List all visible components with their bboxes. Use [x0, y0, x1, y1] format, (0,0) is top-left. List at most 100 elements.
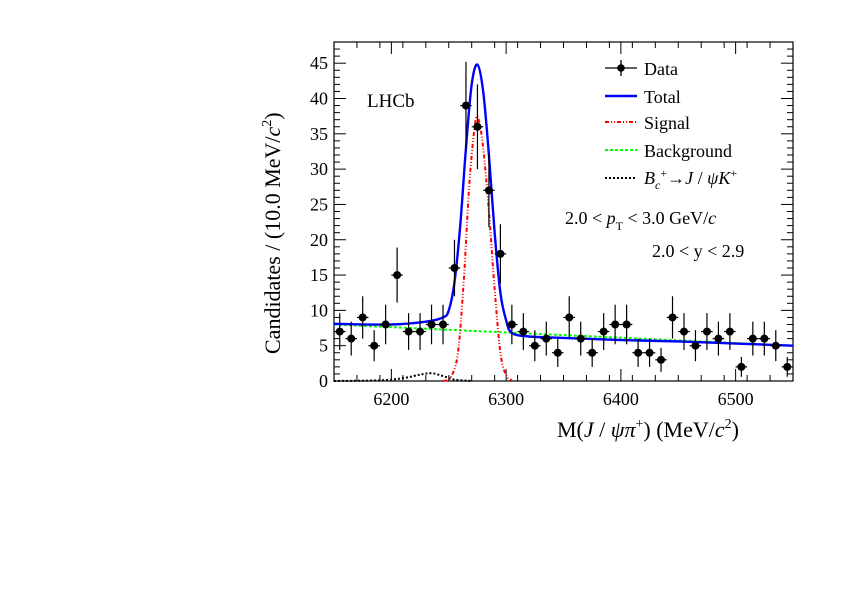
- y-tick-label: 0: [319, 371, 328, 391]
- pt-p: p: [605, 208, 616, 228]
- legend-total-label: Total: [644, 87, 681, 107]
- y-tick-label: 40: [310, 89, 328, 109]
- data-point: [655, 347, 667, 372]
- xlabel-prefix: M(: [557, 417, 584, 442]
- legend-data-label: Data: [644, 59, 678, 79]
- data-point: [345, 321, 357, 356]
- data-point: [666, 296, 679, 339]
- data-marker: [519, 327, 528, 336]
- pt-c: c: [708, 208, 716, 228]
- experiment-label: LHCb: [367, 91, 415, 112]
- data-point: [517, 313, 530, 350]
- data-marker: [714, 334, 723, 343]
- x-tick-label: 6300: [488, 389, 524, 409]
- legend-bck-k: K: [717, 168, 731, 188]
- data-point: [597, 313, 610, 350]
- data-marker: [416, 327, 425, 336]
- data-marker: [507, 320, 516, 329]
- data-marker: [484, 186, 493, 195]
- legend-bck-j: J: [685, 168, 694, 188]
- legend-data-marker: [617, 64, 625, 72]
- data-marker: [530, 341, 539, 350]
- legend-signal-label: Signal: [644, 113, 690, 133]
- legend-bck-c: c: [655, 178, 661, 192]
- data-marker: [599, 327, 608, 336]
- data-point: [506, 304, 518, 345]
- x-tick-label: 6500: [718, 389, 754, 409]
- pt-range-annotation: 2.0 < pT < 3.0 GeV/c: [565, 208, 716, 233]
- legend-entry-signal: Signal: [605, 113, 690, 133]
- data-point: [460, 61, 472, 150]
- data-marker: [702, 327, 711, 336]
- x-axis-title: M(J / ψπ+) (MeV/c2): [557, 417, 739, 442]
- y-tick-label: 5: [319, 336, 328, 356]
- xlabel-j: J: [584, 417, 595, 442]
- data-marker: [393, 271, 402, 280]
- ylabel-close: ): [260, 112, 285, 119]
- data-point: [391, 247, 403, 303]
- legend-entry-background: Background: [605, 141, 732, 161]
- y-tick-label: 35: [310, 124, 328, 144]
- xlabel-close: ): [732, 417, 739, 442]
- data-marker: [542, 334, 551, 343]
- pt-hi: < 3.0 GeV/: [623, 208, 708, 228]
- xlabel-pi: π: [624, 417, 636, 442]
- data-marker: [760, 334, 769, 343]
- data-point: [735, 356, 748, 377]
- data-point: [781, 356, 793, 377]
- data-point: [758, 321, 771, 356]
- data-point: [437, 304, 449, 345]
- data-marker: [450, 264, 459, 272]
- data-point: [643, 338, 656, 367]
- data-point: [609, 304, 621, 345]
- data-point: [494, 224, 507, 284]
- data-marker: [634, 348, 643, 357]
- data-marker: [611, 320, 620, 329]
- legend-entry-data: Data: [605, 59, 678, 79]
- data-marker: [737, 362, 746, 371]
- data-marker: [725, 327, 734, 336]
- data-point: [689, 330, 702, 362]
- y-tick-label: 30: [310, 159, 328, 179]
- legend-entry-total: Total: [605, 87, 681, 107]
- y-tick-label: 20: [310, 230, 328, 250]
- data-point: [368, 330, 380, 362]
- xlabel-slash: /: [594, 417, 611, 442]
- data-marker: [622, 320, 631, 329]
- xlabel-c: c: [715, 417, 725, 442]
- data-point: [379, 304, 392, 345]
- data-point: [471, 84, 484, 170]
- y-range-annotation: 2.0 < y < 2.9: [652, 241, 744, 261]
- data-marker: [588, 348, 597, 357]
- legend-bck-plus: +: [660, 166, 667, 180]
- legend-bck-slash: /: [693, 168, 707, 188]
- data-point: [770, 330, 782, 362]
- data-marker: [576, 334, 585, 343]
- data-marker: [370, 341, 379, 350]
- y-tick-label: 10: [310, 300, 328, 320]
- data-point: [586, 338, 598, 367]
- data-point: [540, 321, 553, 356]
- data-point: [356, 296, 369, 339]
- legend-background-label: Background: [644, 141, 732, 161]
- x-tick-label: 6200: [373, 389, 409, 409]
- data-marker: [496, 249, 505, 258]
- data-points: [334, 61, 793, 377]
- data-marker: [771, 341, 780, 350]
- data-marker: [358, 313, 367, 322]
- data-point: [529, 330, 541, 362]
- data-point: [334, 313, 346, 350]
- data-marker: [335, 327, 344, 336]
- data-marker: [657, 355, 666, 364]
- ylabel-c: c: [260, 126, 285, 136]
- data-point: [747, 321, 759, 356]
- ylabel-two: 2: [260, 120, 275, 127]
- legend-bck-kplus: +: [730, 166, 737, 180]
- xlabel-suffix: ) (MeV/: [643, 417, 715, 442]
- xlabel-plus: +: [635, 417, 643, 432]
- data-point: [620, 304, 633, 345]
- data-marker: [347, 334, 356, 343]
- ylabel-text: Candidates / (10.0 MeV/: [260, 136, 285, 354]
- data-point: [414, 313, 426, 350]
